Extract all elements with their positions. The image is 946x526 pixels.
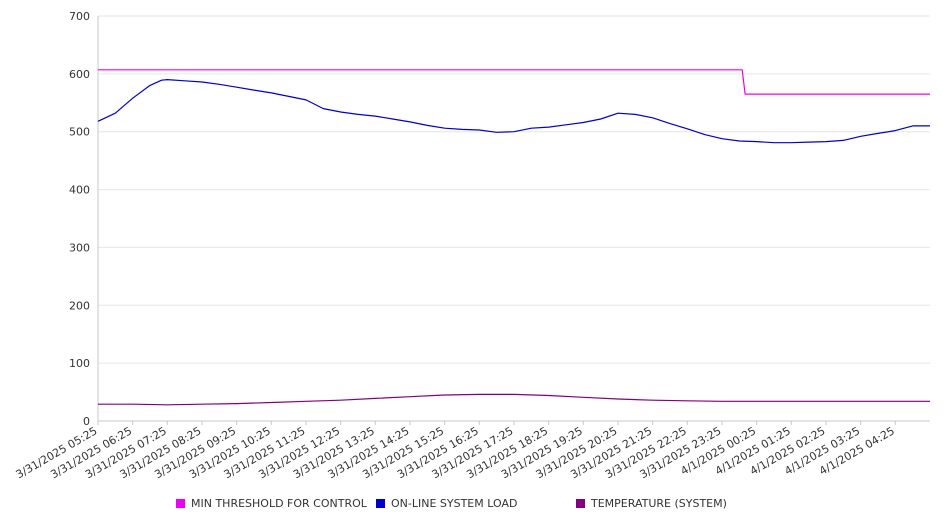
legend-swatch: [576, 499, 585, 508]
legend-item: TEMPERATURE (SYSTEM): [576, 497, 727, 510]
legend-label: ON-LINE SYSTEM LOAD: [391, 497, 518, 510]
series-line-min-threshold: [98, 69, 930, 95]
legend-label: TEMPERATURE (SYSTEM): [591, 497, 727, 510]
legend-swatch: [176, 499, 185, 508]
y-tick-label: 100: [69, 357, 90, 370]
y-tick-label: 200: [69, 299, 90, 312]
y-tick-label: 300: [69, 241, 90, 254]
y-tick-label: 400: [69, 184, 90, 197]
y-tick-label: 0: [83, 415, 90, 428]
legend-label: MIN THRESHOLD FOR CONTROL: [191, 497, 367, 510]
y-tick-label: 500: [69, 126, 90, 139]
y-tick-label: 600: [69, 68, 90, 81]
legend-item: ON-LINE SYSTEM LOAD: [376, 497, 517, 510]
y-tick-label: 700: [69, 10, 90, 23]
legend-item: MIN THRESHOLD FOR CONTROL: [176, 497, 367, 510]
legend: MIN THRESHOLD FOR CONTROL ON-LINE SYSTEM …: [0, 497, 946, 517]
legend-swatch: [376, 499, 385, 508]
series-line-system-load: [97, 79, 930, 144]
series-line-temperature: [98, 393, 930, 406]
